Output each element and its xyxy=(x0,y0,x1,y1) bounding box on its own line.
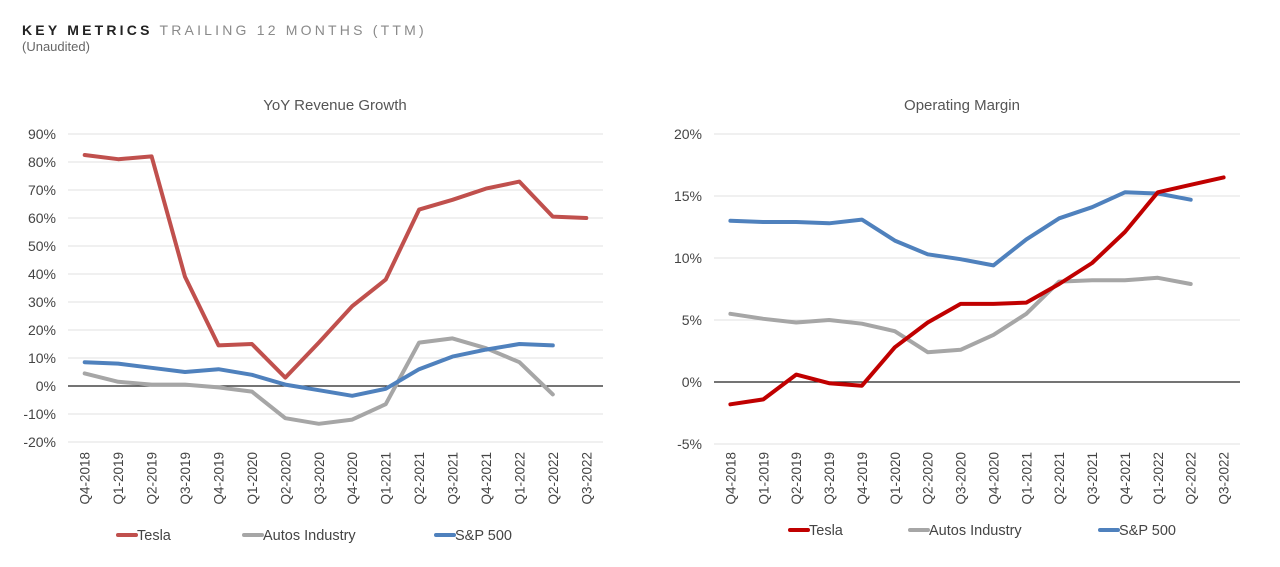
x-tick-label: Q3-2019 xyxy=(822,452,837,505)
series-line-autos-industry xyxy=(82,336,555,426)
x-tick-label: Q3-2022 xyxy=(579,452,594,505)
y-tick-label: 30% xyxy=(28,294,56,310)
page-subtitle: (Unaudited) xyxy=(22,39,90,54)
x-tick-label: Q4-2021 xyxy=(1118,452,1133,505)
x-tick-label: Q4-2021 xyxy=(479,452,494,505)
y-tick-label: 90% xyxy=(28,126,56,142)
y-tick-label: 0% xyxy=(36,378,56,394)
x-tick-label: Q1-2019 xyxy=(756,452,771,505)
y-tick-label: 15% xyxy=(674,188,702,204)
x-tick-label: Q3-2022 xyxy=(1217,452,1232,505)
x-tick-label: Q2-2021 xyxy=(412,452,427,505)
chart-title: Operating Margin xyxy=(904,97,1020,114)
x-tick-label: Q2-2020 xyxy=(921,452,936,505)
x-tick-label: Q1-2019 xyxy=(111,452,126,505)
y-tick-label: -5% xyxy=(677,436,702,452)
x-tick-label: Q1-2020 xyxy=(245,452,260,505)
x-tick-label: Q1-2021 xyxy=(1019,452,1034,505)
y-tick-label: 10% xyxy=(674,250,702,266)
x-tick-label: Q1-2022 xyxy=(1151,452,1166,505)
legend-label: Tesla xyxy=(137,528,172,544)
legend-label: Tesla xyxy=(809,523,844,539)
x-tick-label: Q1-2021 xyxy=(379,452,394,505)
x-tick-label: Q2-2021 xyxy=(1052,452,1067,505)
x-tick-label: Q2-2022 xyxy=(1184,452,1199,505)
chart-title: YoY Revenue Growth xyxy=(263,97,406,114)
x-tick-label: Q4-2018 xyxy=(723,452,738,505)
x-tick-label: Q4-2020 xyxy=(986,452,1001,505)
y-tick-label: 70% xyxy=(28,182,56,198)
x-tick-label: Q3-2020 xyxy=(954,452,969,505)
page-header: KEY METRICS TRAILING 12 MONTHS (TTM) (Un… xyxy=(22,22,427,54)
title-strong: KEY METRICS xyxy=(22,22,153,38)
y-tick-label: -10% xyxy=(23,406,56,422)
x-tick-label: Q1-2020 xyxy=(888,452,903,505)
legend-label: Autos Industry xyxy=(263,528,356,544)
x-tick-label: Q4-2018 xyxy=(78,452,93,505)
series-line-s-p-500 xyxy=(728,190,1193,268)
series-line-tesla xyxy=(728,175,1226,407)
legend-label: Autos Industry xyxy=(929,523,1022,539)
x-tick-label: Q2-2019 xyxy=(145,452,160,505)
y-tick-label: 20% xyxy=(28,322,56,338)
x-tick-label: Q2-2019 xyxy=(789,452,804,505)
legend-label: S&P 500 xyxy=(455,528,512,544)
page-title: KEY METRICS TRAILING 12 MONTHS (TTM) xyxy=(22,22,427,38)
y-tick-label: 50% xyxy=(28,238,56,254)
y-tick-label: 20% xyxy=(674,126,702,142)
x-tick-label: Q4-2019 xyxy=(855,452,870,505)
y-tick-label: 60% xyxy=(28,210,56,226)
x-tick-label: Q2-2020 xyxy=(278,452,293,505)
x-tick-label: Q2-2022 xyxy=(546,452,561,505)
x-tick-label: Q1-2022 xyxy=(512,452,527,505)
x-tick-label: Q4-2019 xyxy=(211,452,226,505)
x-tick-label: Q4-2020 xyxy=(345,452,360,505)
x-tick-label: Q3-2019 xyxy=(178,452,193,505)
x-tick-label: Q3-2021 xyxy=(1085,452,1100,505)
y-tick-label: 80% xyxy=(28,154,56,170)
legend-label: S&P 500 xyxy=(1119,523,1176,539)
y-tick-label: 5% xyxy=(682,312,702,328)
title-light: TRAILING 12 MONTHS (TTM) xyxy=(159,22,427,38)
series-line-tesla xyxy=(82,153,589,380)
y-tick-label: -20% xyxy=(23,434,56,450)
x-tick-label: Q3-2020 xyxy=(312,452,327,505)
x-tick-label: Q3-2021 xyxy=(446,452,461,505)
y-tick-label: 10% xyxy=(28,350,56,366)
series-line-autos-industry xyxy=(728,275,1193,355)
series-line-s-p-500 xyxy=(82,342,555,398)
y-tick-label: 0% xyxy=(682,374,702,390)
y-tick-label: 40% xyxy=(28,266,56,282)
